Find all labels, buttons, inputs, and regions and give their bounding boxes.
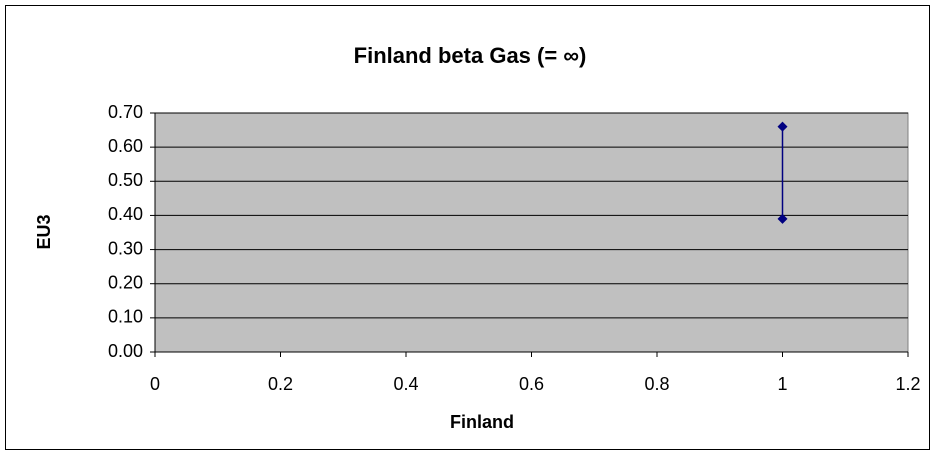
data-point xyxy=(777,121,788,132)
y-tick-label: 0.20 xyxy=(108,272,143,292)
x-tick-label: 0 xyxy=(150,374,160,394)
x-tick-label: 0.6 xyxy=(519,374,544,394)
plot-area xyxy=(154,112,909,353)
y-tick-label: 0.30 xyxy=(108,238,143,258)
y-tick-label: 0.40 xyxy=(108,204,143,224)
y-tick-label: 0.00 xyxy=(108,341,143,361)
x-tick-label: 0.4 xyxy=(393,374,418,394)
y-tick-label: 0.50 xyxy=(108,170,143,190)
y-tick-label: 0.70 xyxy=(108,102,143,122)
x-axis-label: Finland xyxy=(450,412,514,432)
data-point xyxy=(777,213,788,224)
x-tick-label: 1 xyxy=(777,374,787,394)
y-tick-label: 0.60 xyxy=(108,136,143,156)
x-tick-label: 1.2 xyxy=(895,374,920,394)
y-axis-label: EU3 xyxy=(34,214,54,249)
x-tick-label: 0.8 xyxy=(644,374,669,394)
x-tick-label: 0.2 xyxy=(268,374,293,394)
y-tick-label: 0.10 xyxy=(108,307,143,327)
chart-title: Finland beta Gas (= ∞) xyxy=(354,43,587,68)
